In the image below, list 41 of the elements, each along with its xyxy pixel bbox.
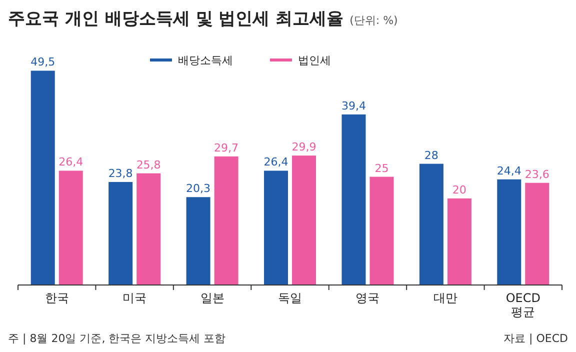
bar xyxy=(136,173,161,285)
data-label: 25,8 xyxy=(136,158,161,172)
bar xyxy=(58,170,83,285)
x-tick-label: 독일 xyxy=(278,291,302,305)
x-tick-label: OECD 평균 xyxy=(506,291,540,319)
x-tick-label: 한국 xyxy=(44,291,69,305)
x-tick-label: 일본 xyxy=(200,291,224,305)
bar xyxy=(264,170,288,285)
data-label: 39,4 xyxy=(341,99,366,112)
x-tick-label: 미국 xyxy=(122,291,147,305)
bar xyxy=(214,156,238,285)
bar xyxy=(186,197,210,285)
bar xyxy=(342,114,366,285)
bar xyxy=(370,176,394,285)
x-tick-label: 대만 xyxy=(433,291,458,305)
data-label: 26,4 xyxy=(58,156,84,169)
data-label: 49,5 xyxy=(30,56,56,69)
x-tick-label: 영국 xyxy=(356,291,380,305)
legend-label: 배당소득세 xyxy=(178,54,233,67)
text: 자료 | OECD xyxy=(504,332,568,345)
bar xyxy=(30,70,55,285)
data-label: 26,4 xyxy=(264,156,288,169)
chart-subtitle: (단위: %) xyxy=(350,14,398,27)
bar xyxy=(447,198,472,285)
bar xyxy=(497,179,522,285)
data-label: 20 xyxy=(452,183,466,196)
data-label: 29,7 xyxy=(214,141,239,154)
data-label: 24,4 xyxy=(496,164,522,178)
text: 주 | 8월 20일 기준, 한국은 지방소득세 포함 xyxy=(8,332,226,345)
bar xyxy=(108,182,133,285)
data-label: 23,6 xyxy=(524,168,550,181)
data-label: 29,9 xyxy=(292,140,316,154)
data-label: 28 xyxy=(424,148,438,162)
bar xyxy=(419,164,444,285)
data-label: 25 xyxy=(374,162,389,175)
legend-label: 법인세 xyxy=(298,54,331,67)
data-label: 20,3 xyxy=(186,182,211,196)
bar xyxy=(525,182,550,285)
chart-title: 주요국 개인 배당소득세 및 법인세 최고세율 xyxy=(8,9,344,29)
data-label: 23,8 xyxy=(108,166,133,180)
bar xyxy=(292,156,316,285)
